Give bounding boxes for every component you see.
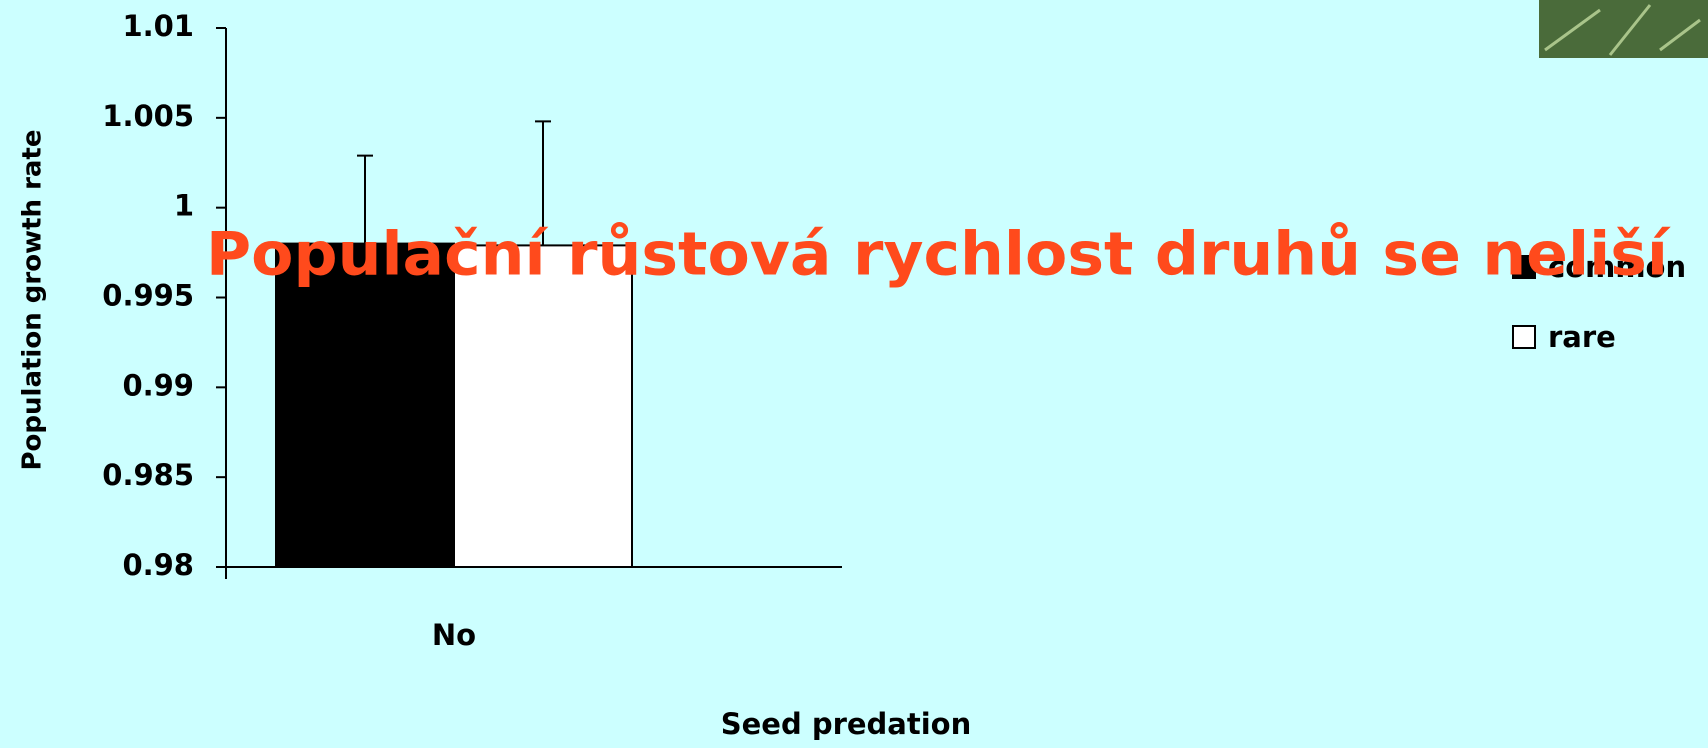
y-axis-label: Population growth rate <box>18 130 48 471</box>
y-tick-label: 0.985 <box>102 458 194 492</box>
error-bar <box>357 154 373 244</box>
y-tick-label: 0.99 <box>122 368 194 402</box>
photo-detail <box>1544 4 1701 56</box>
y-tick-label: 1.01 <box>122 9 194 43</box>
plot: 0.98 0.985 0.99 0.995 1 1.005 1.01 No common rare <box>102 9 1686 652</box>
legend-swatch <box>1512 325 1536 349</box>
x-axis-label: Seed predation <box>721 707 972 741</box>
legend-swatch <box>1512 255 1536 279</box>
y-tick-label: 0.995 <box>102 279 194 313</box>
chart-title: Populační růstová rychlost druhů se neli… <box>206 220 1672 290</box>
legend-label: common <box>1548 250 1686 284</box>
y-tick-label: 1.005 <box>102 99 194 133</box>
bar <box>275 242 455 568</box>
error-bar <box>535 120 551 246</box>
y-tick-label: 1 <box>174 189 194 223</box>
photo <box>1539 0 1708 58</box>
legend-label: rare <box>1548 320 1616 354</box>
y-tick-label: 0.98 <box>122 548 194 582</box>
x-tick-label: No <box>432 618 476 652</box>
bar <box>453 244 633 568</box>
